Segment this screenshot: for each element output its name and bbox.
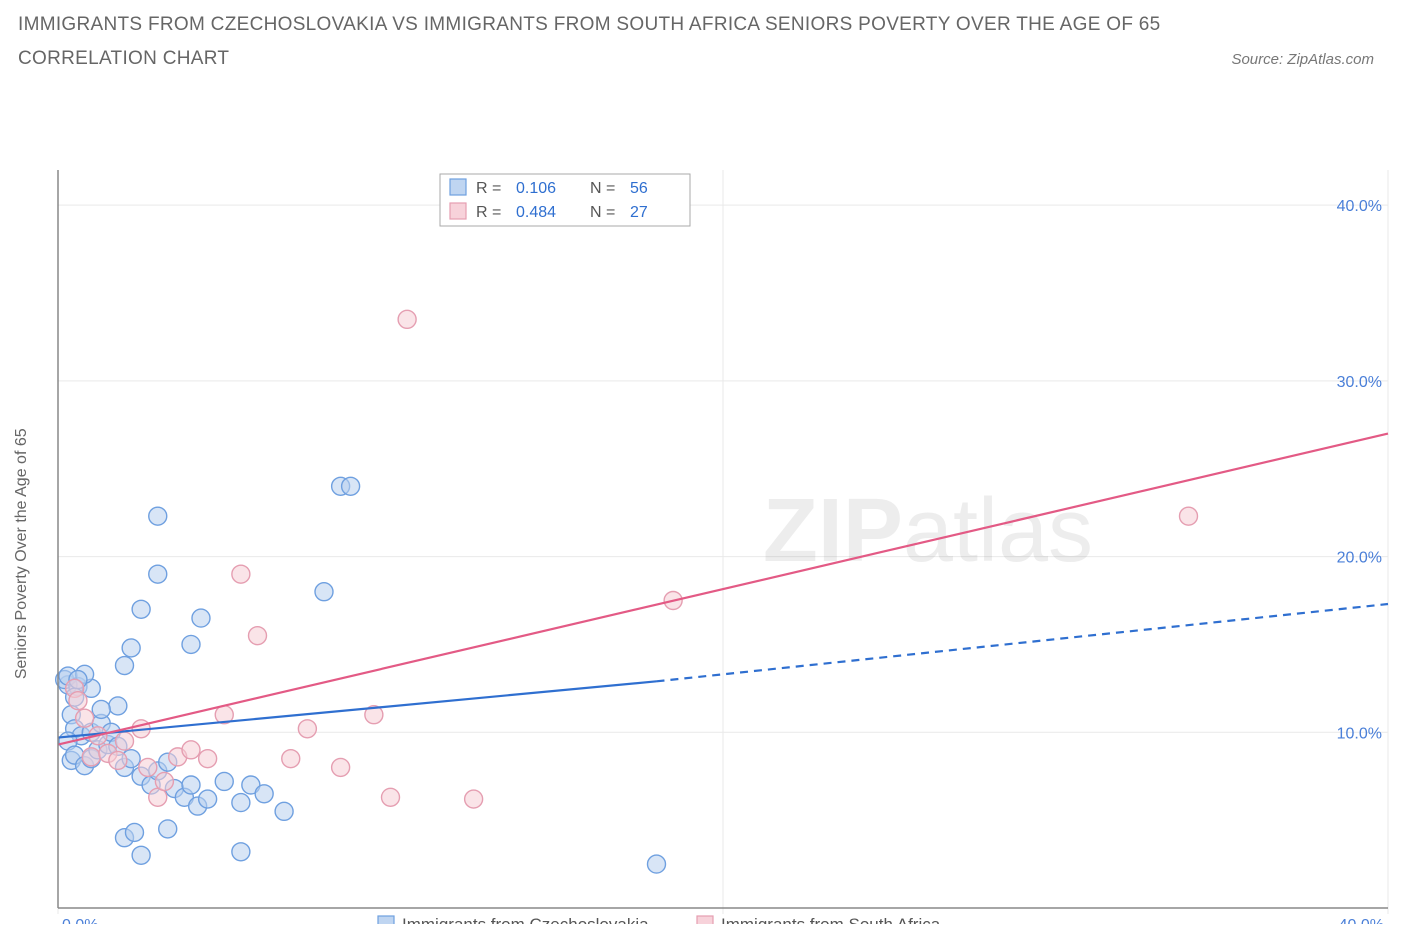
data-point (232, 565, 250, 583)
legend-n-label: N = (590, 204, 615, 221)
data-point (648, 855, 666, 873)
y-tick-label: 10.0% (1337, 725, 1382, 742)
data-point (398, 310, 416, 328)
data-point (215, 772, 233, 790)
regression-line (58, 681, 657, 737)
data-point (69, 692, 87, 710)
legend-swatch (450, 203, 466, 219)
data-point (122, 639, 140, 657)
watermark: ZIPatlas (763, 481, 1093, 581)
y-tick-label: 20.0% (1337, 550, 1382, 567)
data-point (92, 700, 110, 718)
data-point (116, 732, 134, 750)
x-tick-label: 40.0% (1339, 917, 1384, 924)
data-point (255, 785, 273, 803)
data-point (159, 820, 177, 838)
data-point (125, 823, 143, 841)
data-point (342, 477, 360, 495)
y-axis-label: Seniors Poverty Over the Age of 65 (13, 428, 30, 679)
data-point (116, 657, 134, 675)
data-point (465, 790, 483, 808)
data-point (232, 794, 250, 812)
legend-n-value: 27 (630, 204, 648, 221)
regression-line-extrapolated (657, 604, 1389, 681)
data-point (132, 846, 150, 864)
y-tick-label: 30.0% (1337, 374, 1382, 391)
data-point (282, 750, 300, 768)
data-point (199, 790, 217, 808)
data-point (182, 776, 200, 794)
chart-header: IMMIGRANTS FROM CZECHOSLOVAKIA VS IMMIGR… (0, 0, 1406, 74)
data-point (298, 720, 316, 738)
data-point (132, 600, 150, 618)
legend-r-label: R = (476, 180, 501, 197)
legend-swatch (450, 179, 466, 195)
data-point (139, 758, 157, 776)
data-point (182, 741, 200, 759)
data-point (192, 609, 210, 627)
chart-title-line1: IMMIGRANTS FROM CZECHOSLOVAKIA VS IMMIGR… (18, 14, 1388, 36)
data-point (76, 709, 94, 727)
legend-r-value: 0.106 (516, 180, 556, 197)
data-point (199, 750, 217, 768)
data-point (109, 697, 127, 715)
data-point (82, 748, 100, 766)
data-point (315, 583, 333, 601)
data-point (149, 507, 167, 525)
data-point (109, 751, 127, 769)
data-point (149, 565, 167, 583)
chart-title-line2: CORRELATION CHART (18, 48, 229, 70)
bottom-legend-label: Immigrants from Czechoslovakia (402, 915, 649, 924)
y-tick-label: 40.0% (1337, 198, 1382, 215)
legend-r-label: R = (476, 204, 501, 221)
data-point (332, 758, 350, 776)
data-point (232, 843, 250, 861)
data-point (275, 802, 293, 820)
legend-r-value: 0.484 (516, 204, 556, 221)
data-point (182, 635, 200, 653)
chart-svg: ZIPatlas 10.0% 20.0% 30.0% 40.0% 0.0% 40.0% Sen… (0, 74, 1406, 924)
data-point (1180, 507, 1198, 525)
source-label: Source: ZipAtlas.com (1231, 51, 1388, 68)
bottom-legend-swatch (697, 916, 713, 924)
data-point (382, 788, 400, 806)
data-point (249, 627, 267, 645)
legend-n-label: N = (590, 180, 615, 197)
correlation-chart: ZIPatlas 10.0% 20.0% 30.0% 40.0% 0.0% 40.0% Sen… (0, 74, 1406, 924)
legend-n-value: 56 (630, 180, 648, 197)
data-point (155, 772, 173, 790)
x-tick-label: 0.0% (62, 917, 98, 924)
bottom-legend-swatch (378, 916, 394, 924)
bottom-legend-label: Immigrants from South Africa (721, 915, 941, 924)
